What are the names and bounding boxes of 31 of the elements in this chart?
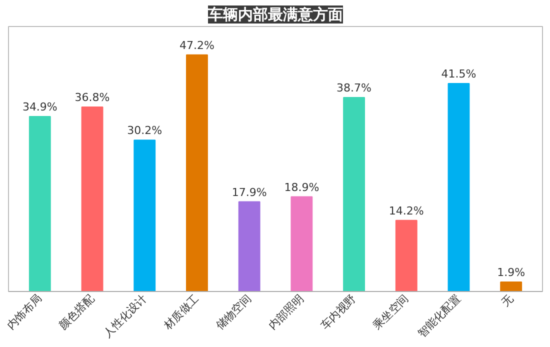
data-label: 14.2% — [388, 204, 424, 218]
data-label: 41.5% — [441, 67, 476, 80]
bar — [186, 54, 208, 292]
x-tick-label: 内饰布局 — [4, 292, 45, 332]
data-label: 47.2% — [180, 38, 214, 52]
bar — [290, 196, 313, 292]
x-tick-label: 颜色搭配 — [56, 292, 97, 332]
x-tick-label: 材质做工 — [160, 292, 202, 333]
data-label: 17.9% — [232, 186, 267, 199]
x-tick-label: 车内视野 — [318, 292, 359, 332]
x-tick-label: 人性化设计 — [101, 292, 150, 340]
data-label: 36.8% — [74, 91, 110, 104]
data-label: 34.9% — [22, 100, 58, 114]
data-label: 38.7% — [336, 82, 372, 94]
x-tick-label: 无 — [498, 292, 516, 309]
data-label: 30.2% — [127, 124, 162, 138]
bar — [448, 82, 470, 292]
bar — [81, 106, 104, 292]
bar — [343, 97, 365, 292]
bar — [28, 116, 51, 292]
bar — [395, 220, 418, 292]
bar — [134, 140, 156, 292]
x-tick-label: 储物空间 — [214, 292, 254, 332]
chart-title: 车辆内部最满意方面 — [207, 6, 343, 24]
bar — [500, 281, 522, 292]
bar — [238, 201, 260, 292]
data-label: 18.9% — [284, 180, 320, 194]
data-label: 1.9% — [497, 266, 526, 279]
x-tick-label: 乘坐空间 — [370, 292, 411, 332]
x-tick-label: 内部照明 — [266, 292, 306, 332]
x-tick-label: 智能化配置 — [415, 292, 464, 340]
